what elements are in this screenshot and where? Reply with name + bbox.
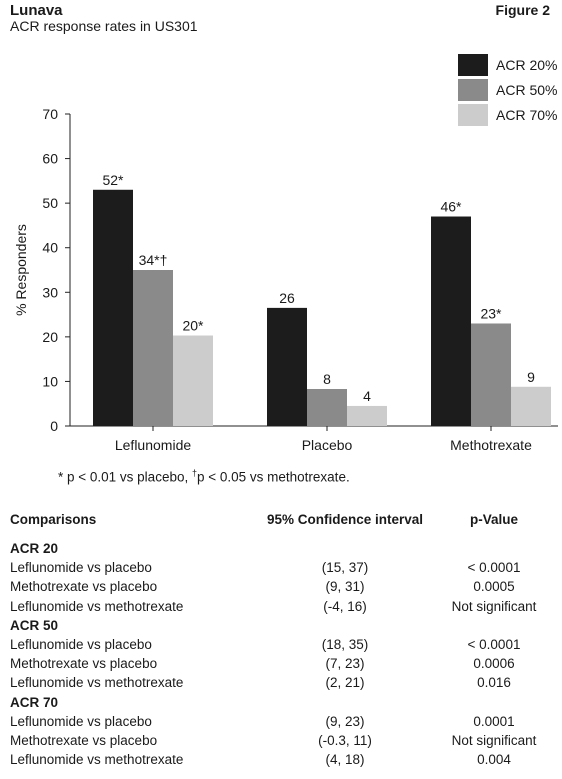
footnote-text-1: * p < 0.01 vs placebo, (58, 469, 192, 485)
ci-cell: (18, 35) (321, 637, 369, 653)
legend-label: ACR 50% (496, 82, 557, 98)
comparison-cell: Leflunomide vs placebo (10, 713, 152, 729)
bar-chart: 0 10 20 30 40 50 60 70 % Responders 52* 34*† 20* 26 8… (13, 54, 558, 453)
x-tick-label: Methotrexate (450, 437, 532, 453)
ci-cell: (2, 21) (325, 675, 365, 691)
table-row: Leflunomide vs placebo (15, 37) < 0.0001 (10, 558, 558, 577)
figure-label: Figure 2 (495, 2, 550, 18)
y-tick-label: 10 (42, 373, 58, 389)
bar (267, 307, 307, 426)
legend-swatch (458, 104, 488, 126)
p-value-cell: < 0.0001 (467, 560, 521, 576)
ci-cell: (7, 23) (325, 656, 365, 672)
data-label: 34*† (139, 252, 168, 268)
header-comparisons: Comparisons (10, 512, 97, 527)
bar (471, 323, 511, 426)
y-tick-label: 50 (42, 195, 58, 211)
brand-title: Lunava (10, 2, 63, 19)
group-label: ACR 20 (10, 541, 59, 556)
legend-label: ACR 70% (496, 107, 557, 123)
p-value-cell: 0.0005 (473, 579, 515, 595)
table-row: Methotrexate vs placebo (7, 23) 0.0006 (10, 654, 558, 673)
bar (133, 270, 173, 426)
bar (307, 389, 347, 426)
x-tick-label: Leflunomide (115, 437, 191, 453)
ci-cell: (-4, 16) (323, 598, 367, 614)
bar (93, 189, 133, 426)
ci-cell: (4, 18) (325, 752, 365, 768)
table-row: Leflunomide vs methotrexate (2, 21) 0.016 (10, 673, 558, 692)
comparison-cell: Methotrexate vs placebo (10, 656, 158, 672)
y-tick-label: 0 (50, 418, 58, 434)
comparison-cell: Methotrexate vs placebo (10, 733, 158, 749)
table-row: Leflunomide vs placebo (18, 35) < 0.0001 (10, 635, 558, 654)
y-tick-label: 40 (42, 240, 58, 256)
group-label: ACR 50 (10, 617, 59, 633)
comparisons-table: Comparisons 95% Confidence interval p-Va… (10, 512, 558, 769)
ci-cell: (9, 31) (325, 579, 365, 595)
chart-subtitle: ACR response rates in US301 (10, 18, 198, 34)
p-value-cell: 0.0006 (473, 656, 515, 672)
table-group-row: ACR 50 (10, 616, 558, 635)
x-tick-label: Placebo (302, 437, 353, 453)
group-label: ACR 70 (10, 694, 59, 710)
header-confidence-interval: 95% Confidence interval (266, 512, 424, 527)
ci-cell: (-0.3, 11) (318, 733, 372, 749)
p-value-cell: Not significant (451, 598, 537, 614)
data-label: 52* (102, 172, 124, 188)
data-label: 20* (182, 318, 204, 334)
table-row: Methotrexate vs placebo (-0.3, 11) Not sig… (10, 731, 558, 750)
y-tick-label: 20 (42, 329, 58, 345)
data-label: 46* (440, 199, 462, 215)
p-value-cell: 0.0001 (473, 713, 515, 729)
p-value-cell: 0.004 (477, 752, 511, 768)
table-group-row: ACR 20 (10, 539, 558, 558)
comparison-cell: Leflunomide vs methotrexate (10, 675, 184, 691)
table-row: Leflunomide vs methotrexate (-4, 16) Not s… (10, 597, 558, 616)
table-row: Leflunomide vs placebo (9, 23) 0.0001 (10, 712, 558, 731)
data-label: 9 (527, 369, 535, 385)
footnote-text-2: p < 0.05 vs methotrexate. (196, 469, 350, 485)
legend-swatch (458, 79, 488, 101)
p-value-cell: 0.016 (477, 675, 511, 691)
ci-cell: (15, 37) (321, 560, 369, 576)
footnote: * p < 0.01 vs placebo, †p < 0.05 vs meth… (58, 468, 350, 485)
legend-swatch (458, 54, 488, 76)
y-tick-label: 60 (42, 151, 58, 167)
table-header-row: Comparisons 95% Confidence interval p-Va… (10, 512, 558, 539)
bar (511, 386, 551, 426)
comparison-cell: Leflunomide vs methotrexate (10, 598, 184, 614)
table-group-row: ACR 70 (10, 693, 558, 712)
comparison-cell: Methotrexate vs placebo (10, 579, 158, 595)
table-row: Methotrexate vs placebo (9, 31) 0.0005 (10, 577, 558, 596)
p-value-cell: Not significant (451, 733, 537, 749)
y-tick-label: 30 (42, 284, 58, 300)
p-value-cell: < 0.0001 (467, 637, 521, 653)
y-tick-label: 70 (42, 106, 58, 122)
ci-cell: (9, 23) (325, 713, 365, 729)
data-label: 26 (279, 290, 295, 306)
legend-label: ACR 20% (496, 57, 557, 73)
table-row: Leflunomide vs methotrexate (4, 18) 0.004 (10, 750, 558, 769)
table-body: ACR 20 Leflunomide vs placebo (15, 37) < 0.… (10, 539, 558, 769)
data-label: 8 (323, 371, 331, 387)
dagger-symbol: † (191, 468, 197, 478)
comparison-cell: Leflunomide vs methotrexate (10, 752, 184, 768)
bar (347, 405, 387, 426)
header-p-value: p-Value (469, 512, 518, 527)
comparison-cell: Leflunomide vs placebo (10, 637, 152, 653)
bar (173, 335, 213, 426)
y-axis-title: % Responders (13, 224, 29, 316)
data-label: 23* (480, 305, 502, 321)
bar (431, 216, 471, 426)
data-label: 4 (363, 388, 371, 404)
comparison-cell: Leflunomide vs placebo (10, 560, 152, 576)
